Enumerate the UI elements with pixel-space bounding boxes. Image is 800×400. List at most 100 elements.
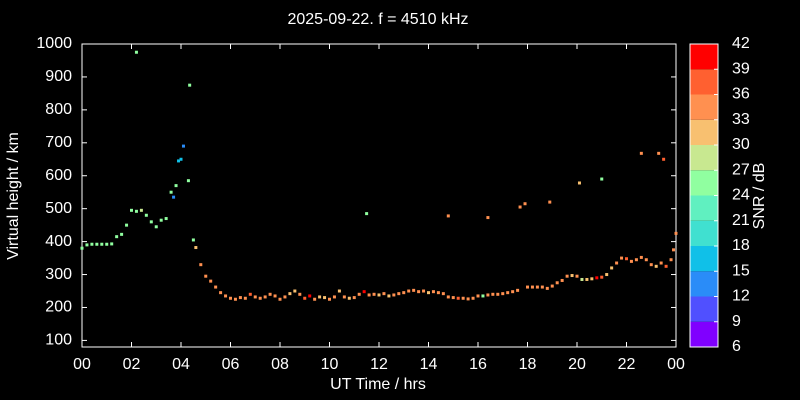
point: [634, 258, 638, 262]
colorbar-tick-label: 18: [732, 237, 750, 254]
x-tick-label: 06: [222, 356, 240, 373]
point: [615, 261, 619, 265]
point: [535, 285, 539, 289]
colorbar-bin: [690, 220, 718, 246]
x-tick-label: 18: [519, 356, 537, 373]
point: [191, 238, 195, 242]
colorbar-tick-label: 21: [732, 212, 750, 229]
point: [149, 220, 153, 224]
point: [293, 289, 297, 293]
x-tick-label: 00: [73, 356, 91, 373]
colorbar-bin: [690, 44, 718, 70]
point: [382, 292, 386, 296]
point: [639, 255, 643, 259]
point: [545, 286, 549, 290]
point: [491, 292, 495, 296]
point: [417, 290, 421, 294]
point: [357, 292, 361, 296]
colorbar-tick-label: 15: [732, 262, 750, 279]
point: [347, 296, 351, 300]
point: [436, 291, 440, 295]
point: [134, 50, 138, 54]
point: [144, 213, 148, 217]
point: [565, 274, 569, 278]
colorbar-tick-label: 24: [732, 187, 750, 204]
point: [313, 297, 317, 301]
point: [174, 184, 178, 188]
point: [511, 290, 515, 294]
point: [342, 295, 346, 299]
point: [456, 296, 460, 300]
point: [188, 83, 192, 87]
y-tick-label: 600: [45, 167, 72, 184]
point: [674, 231, 678, 235]
point: [179, 157, 183, 161]
colorbar-bin: [690, 145, 718, 171]
chart-title: 2025-09-22. f = 4510 kHz: [287, 11, 468, 28]
point: [471, 296, 475, 300]
point: [506, 291, 510, 295]
colorbar-bin: [690, 271, 718, 297]
colorbar-bin: [690, 94, 718, 120]
point: [278, 297, 282, 301]
point: [303, 296, 307, 300]
point: [486, 293, 490, 297]
colorbar-tick-label: 39: [732, 60, 750, 77]
point: [446, 295, 450, 299]
point: [323, 296, 327, 300]
point: [308, 294, 312, 298]
point: [427, 291, 430, 295]
plot-frame: [81, 43, 677, 348]
point: [199, 263, 203, 267]
x-tick-label: 20: [568, 356, 586, 373]
colorbar-bin: [690, 321, 718, 347]
y-tick-label: 200: [45, 299, 72, 316]
point: [219, 291, 223, 295]
colorbar-bin: [690, 170, 718, 196]
point: [186, 179, 190, 183]
x-axis-label: UT Time / hrs: [330, 376, 426, 393]
point: [238, 296, 242, 300]
point: [407, 289, 411, 293]
colorbar-tick-label: 30: [732, 136, 750, 153]
point: [466, 297, 470, 301]
point: [486, 216, 490, 220]
point: [451, 296, 455, 300]
colorbar-bin: [690, 296, 718, 322]
point: [85, 243, 89, 247]
point: [80, 246, 84, 250]
colorbar-bin: [690, 69, 718, 95]
point: [550, 284, 554, 288]
point: [125, 223, 129, 227]
point: [590, 277, 594, 281]
point: [105, 242, 109, 246]
point: [273, 294, 277, 298]
point: [229, 296, 232, 300]
colorbar-label: SNR / dB: [751, 163, 768, 230]
y-tick-label: 700: [45, 134, 72, 151]
point: [181, 144, 185, 148]
point: [372, 292, 376, 296]
y-axis-label: Virtual height / km: [5, 132, 22, 260]
point: [600, 275, 604, 279]
point: [177, 159, 181, 163]
point: [570, 274, 574, 278]
colorbar-tick-label: 42: [732, 35, 750, 52]
point: [365, 212, 369, 216]
point: [90, 242, 94, 246]
point: [501, 292, 505, 296]
point: [605, 273, 609, 277]
point: [139, 208, 143, 212]
point: [516, 288, 520, 292]
colorbar-bin: [690, 119, 718, 145]
y-tick-label: 100: [45, 332, 72, 349]
point: [540, 285, 544, 289]
point: [560, 278, 564, 282]
point: [233, 297, 237, 301]
point: [402, 291, 406, 295]
point: [461, 296, 465, 300]
point: [268, 292, 272, 296]
point: [657, 151, 661, 155]
x-tick-label: 04: [172, 356, 190, 373]
x-tick-label: 16: [469, 356, 487, 373]
